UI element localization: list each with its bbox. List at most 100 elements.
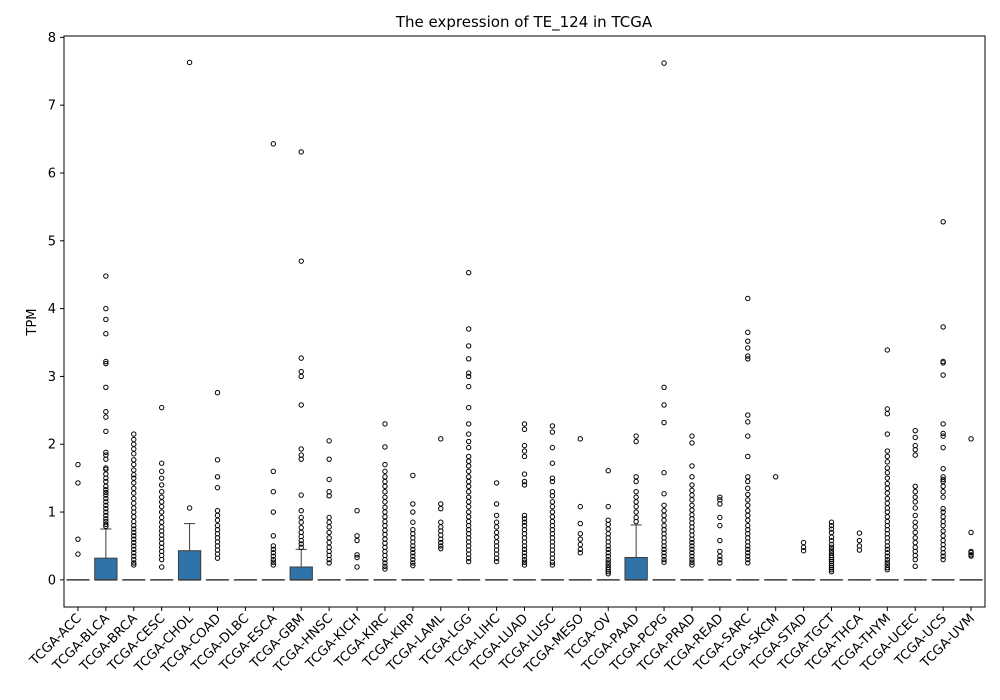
outlier-point [661, 512, 667, 519]
outlier-point [158, 404, 165, 411]
outlier-point [103, 358, 109, 365]
y-tick-label: 0 [48, 573, 56, 588]
outlier-point [745, 560, 751, 566]
outlier-point [745, 550, 751, 556]
outlier-point [661, 517, 667, 523]
box-group [568, 436, 592, 581]
outlier-point [577, 541, 584, 548]
outlier-point [326, 524, 332, 530]
outlier-point [940, 505, 946, 512]
outlier-point [131, 490, 137, 496]
outlier-point [465, 474, 472, 480]
outlier-point [912, 539, 918, 546]
outlier-point [633, 503, 639, 510]
outlier-point [912, 519, 918, 525]
outlier-point [354, 537, 360, 544]
outlier-point [633, 489, 639, 495]
outlier-point [382, 444, 388, 450]
outlier-point [214, 517, 221, 523]
box [177, 550, 202, 581]
outlier-point [884, 448, 891, 454]
outlier-point [940, 494, 946, 500]
outlier-point [410, 543, 416, 549]
outlier-point [131, 472, 137, 478]
outlier-point [131, 529, 137, 536]
outlier-point [884, 347, 891, 353]
outlier-point [940, 372, 946, 378]
outlier-point [298, 514, 304, 521]
outlier-point [633, 499, 639, 505]
outlier-point [465, 458, 472, 464]
outlier-point [410, 501, 416, 507]
outlier-point [884, 550, 891, 556]
outlier-point [103, 521, 109, 527]
outlier-point [382, 566, 388, 572]
outlier-point [131, 539, 137, 546]
outlier-point [745, 556, 751, 563]
outlier-point [521, 478, 528, 485]
outlier-point [465, 438, 472, 445]
outlier-point [131, 436, 137, 443]
outlier-point [382, 556, 388, 563]
box-group [791, 539, 816, 581]
outlier-point [493, 555, 500, 561]
outlier-point [772, 474, 779, 480]
outlier-point [103, 509, 109, 515]
outlier-point [521, 426, 528, 433]
outlier-point [103, 449, 109, 456]
outlier-point [912, 535, 918, 541]
outlier-point [633, 509, 639, 515]
outlier-point [493, 501, 500, 507]
outlier-point [940, 476, 946, 483]
outlier-point [270, 468, 277, 475]
outlier-point [661, 491, 667, 497]
outlier-point [912, 499, 918, 505]
outlier-point [270, 546, 277, 553]
outlier-point [438, 501, 444, 507]
box-group [819, 519, 844, 581]
outlier-point [465, 444, 472, 451]
box-group [373, 421, 397, 581]
outlier-point [884, 475, 891, 481]
outlier-point [298, 537, 304, 544]
outlier-point [884, 553, 891, 559]
outlier-point [745, 419, 751, 425]
outlier-point [493, 534, 500, 540]
outlier-point [745, 345, 751, 351]
outlier-point [521, 516, 528, 522]
box-group [345, 508, 369, 581]
outlier-point [661, 550, 667, 556]
outlier-point [103, 512, 109, 519]
outlier-point [689, 562, 695, 568]
outlier-point [549, 478, 556, 485]
outlier-point [828, 541, 835, 548]
outlier-point [968, 529, 974, 536]
box-group [261, 141, 285, 581]
box-group [150, 404, 174, 581]
outlier-point [884, 564, 891, 571]
outlier-point [661, 543, 667, 549]
outlier-point [940, 553, 946, 559]
outlier-point [158, 468, 165, 475]
y-tick-label: 6 [48, 166, 56, 181]
outlier-point [940, 465, 946, 472]
outlier-point [549, 460, 556, 466]
outlier-point [689, 463, 695, 469]
outlier-point [465, 404, 472, 411]
outlier-point [465, 356, 472, 362]
outlier-point [521, 421, 528, 427]
outlier-point [689, 559, 695, 565]
outlier-point [270, 509, 277, 515]
box [289, 566, 313, 581]
outlier-point [745, 485, 751, 492]
outlier-point [884, 453, 891, 460]
box-group [94, 273, 118, 581]
outlier-point [214, 512, 221, 519]
outlier-point [745, 412, 751, 418]
outlier-point [103, 505, 109, 512]
outlier-point [940, 421, 946, 427]
box [94, 557, 118, 581]
outlier-point [745, 546, 751, 553]
outlier-point [884, 465, 891, 471]
y-tick-label: 3 [48, 370, 56, 385]
